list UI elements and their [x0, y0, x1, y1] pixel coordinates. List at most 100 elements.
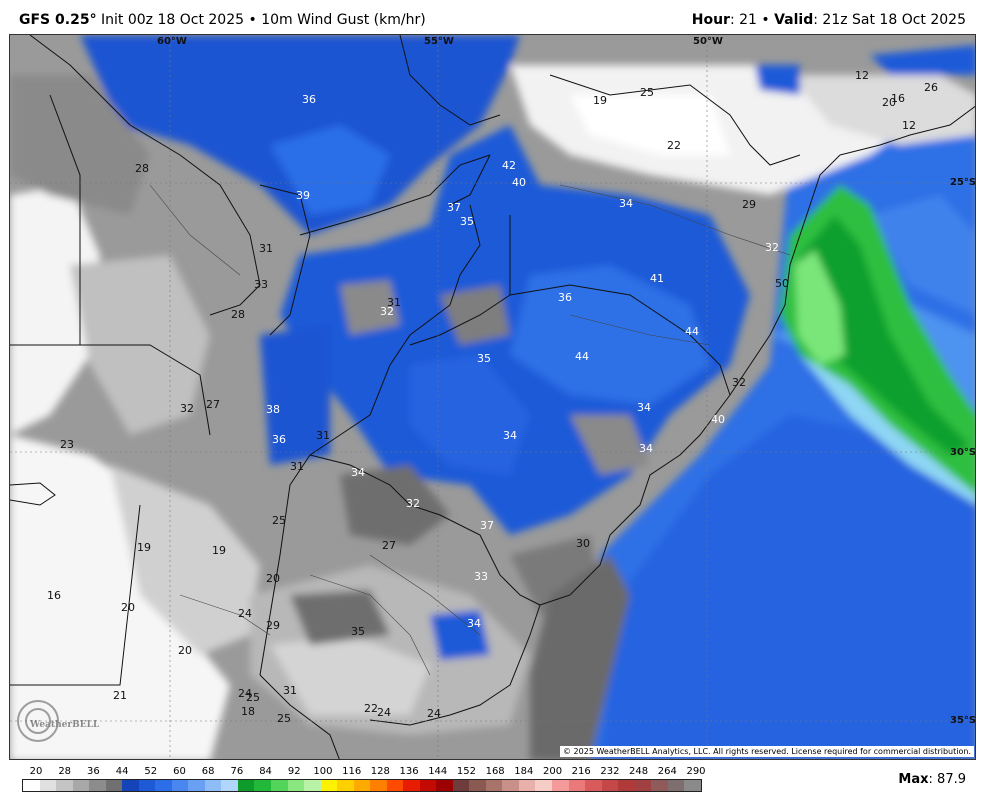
model-name: GFS 0.25 [19, 12, 90, 28]
colorbar-swatch [337, 780, 354, 791]
gust-value: 31 [259, 242, 273, 255]
gust-value: 32 [732, 376, 746, 389]
colorbar-swatch [634, 780, 652, 791]
lat-label: 30°S [950, 447, 976, 458]
field-name: 10m Wind Gust (km/hr) [261, 12, 426, 28]
gust-value: 34 [637, 401, 651, 414]
colorbar-swatch [138, 780, 156, 791]
gust-value: 33 [254, 278, 268, 291]
gust-value: 32 [765, 241, 779, 254]
colorbar-swatch [72, 780, 90, 791]
gust-value: 19 [593, 94, 607, 107]
colorbar-tick-label: 168 [485, 766, 505, 777]
gust-value: 50 [775, 277, 789, 290]
colorbar-swatch [171, 780, 189, 791]
map-title: GFS 0.25° Init 00z 18 Oct 2025 • 10m Win… [19, 12, 426, 28]
gust-value: 24 [238, 607, 252, 620]
weatherbell-watermark: WeatherBELL [17, 700, 100, 742]
colorbar-tick-label: 232 [600, 766, 620, 777]
graticule [10, 35, 975, 759]
gust-value: 31 [316, 429, 330, 442]
colorbar-tick-label: 84 [259, 766, 272, 777]
colorbar-swatch [105, 780, 123, 791]
map-canvas: 60°W 55°W 50°W 25°S 30°S 35°S 36 28 39 3… [10, 35, 976, 759]
gust-value: 36 [558, 291, 572, 304]
colorbar-swatch [56, 780, 73, 791]
gust-value: 12 [902, 119, 916, 132]
colorbar-swatch [452, 780, 470, 791]
colorbar-tick-label: 68 [201, 766, 215, 777]
colorbar-tick-label: 28 [58, 766, 72, 777]
gust-value: 32 [180, 402, 194, 415]
gust-value: 34 [351, 466, 365, 479]
colorbar-swatch [254, 780, 271, 791]
colorbar-swatch [122, 780, 139, 791]
colorbar-swatch [370, 780, 387, 791]
init-time: Init 00z 18 Oct 2025 [101, 12, 245, 28]
colorbar-tick-label: 152 [456, 766, 476, 777]
gust-value: 22 [667, 139, 681, 152]
colorbar-swatch [601, 780, 619, 791]
lon-label: 55°W [424, 36, 454, 47]
colorbar-tick-label: 36 [87, 766, 100, 777]
gust-value: 21 [113, 689, 127, 702]
gust-value: 28 [135, 162, 149, 175]
colorbar-tick-label: 116 [342, 766, 362, 777]
colorbar-swatch [469, 780, 486, 791]
gust-value: 12 [855, 69, 869, 82]
colorbar-swatch [403, 780, 420, 791]
wind-gust-map[interactable]: 60°W 55°W 50°W 25°S 30°S 35°S 36 28 39 3… [9, 34, 976, 760]
colorbar-swatch [237, 780, 255, 791]
gust-value: 36 [302, 93, 316, 106]
colorbar-swatch [485, 780, 503, 791]
header: GFS 0.25° Init 00z 18 Oct 2025 • 10m Win… [0, 0, 984, 34]
gust-value: 40 [711, 413, 725, 426]
gust-value: 25 [246, 691, 260, 704]
gust-value: 31 [283, 684, 297, 697]
colorbar-swatch [188, 780, 205, 791]
gust-value: 37 [447, 201, 461, 214]
colorbar-swatch [320, 780, 338, 791]
gust-value: 16 [891, 92, 905, 105]
gust-value: 31 [290, 460, 304, 473]
lat-label: 25°S [950, 177, 976, 188]
colorbar-swatch [535, 780, 552, 791]
gust-value: 29 [742, 198, 756, 211]
colorbar-tick-label: 92 [287, 766, 301, 777]
gust-value: 40 [512, 176, 526, 189]
gust-value: 33 [474, 570, 488, 583]
borders [10, 35, 975, 759]
colorbar-swatch [419, 780, 437, 791]
colorbar-tick-label: 128 [370, 766, 390, 777]
gust-value: 38 [266, 403, 280, 416]
gust-value: 34 [639, 442, 653, 455]
colorbar-swatch [304, 780, 321, 791]
gust-value: 32 [406, 497, 420, 510]
gust-value: 34 [467, 617, 481, 630]
colorbar [22, 779, 702, 792]
colorbar-tick-label: 184 [514, 766, 534, 777]
colorbar-tick-label: 44 [115, 766, 129, 777]
gust-value: 24 [377, 706, 391, 719]
gust-value: 23 [60, 438, 74, 451]
copyright-notice: © 2025 WeatherBELL Analytics, LLC. All r… [560, 746, 974, 757]
gust-value: 34 [619, 197, 633, 210]
colorbar-swatch [155, 780, 172, 791]
colorbar-swatch [89, 780, 106, 791]
gust-value: 44 [685, 325, 699, 338]
colorbar-swatch [270, 780, 288, 791]
colorbar-tick-label: 144 [428, 766, 448, 777]
colorbar-swatch [221, 780, 238, 791]
gust-value: 37 [480, 519, 494, 532]
gust-value: 20 [178, 644, 192, 657]
gust-value: 20 [882, 96, 896, 109]
gust-value: 41 [650, 272, 664, 285]
gust-value: 19 [212, 544, 226, 557]
gust-value: 36 [272, 433, 286, 446]
gust-value: 35 [477, 352, 491, 365]
gust-value: 24 [427, 707, 441, 720]
colorbar-tick-label: 60 [173, 766, 186, 777]
gust-value: 27 [382, 539, 396, 552]
gust-value: 19 [137, 541, 151, 554]
gust-value: 30 [576, 537, 590, 550]
